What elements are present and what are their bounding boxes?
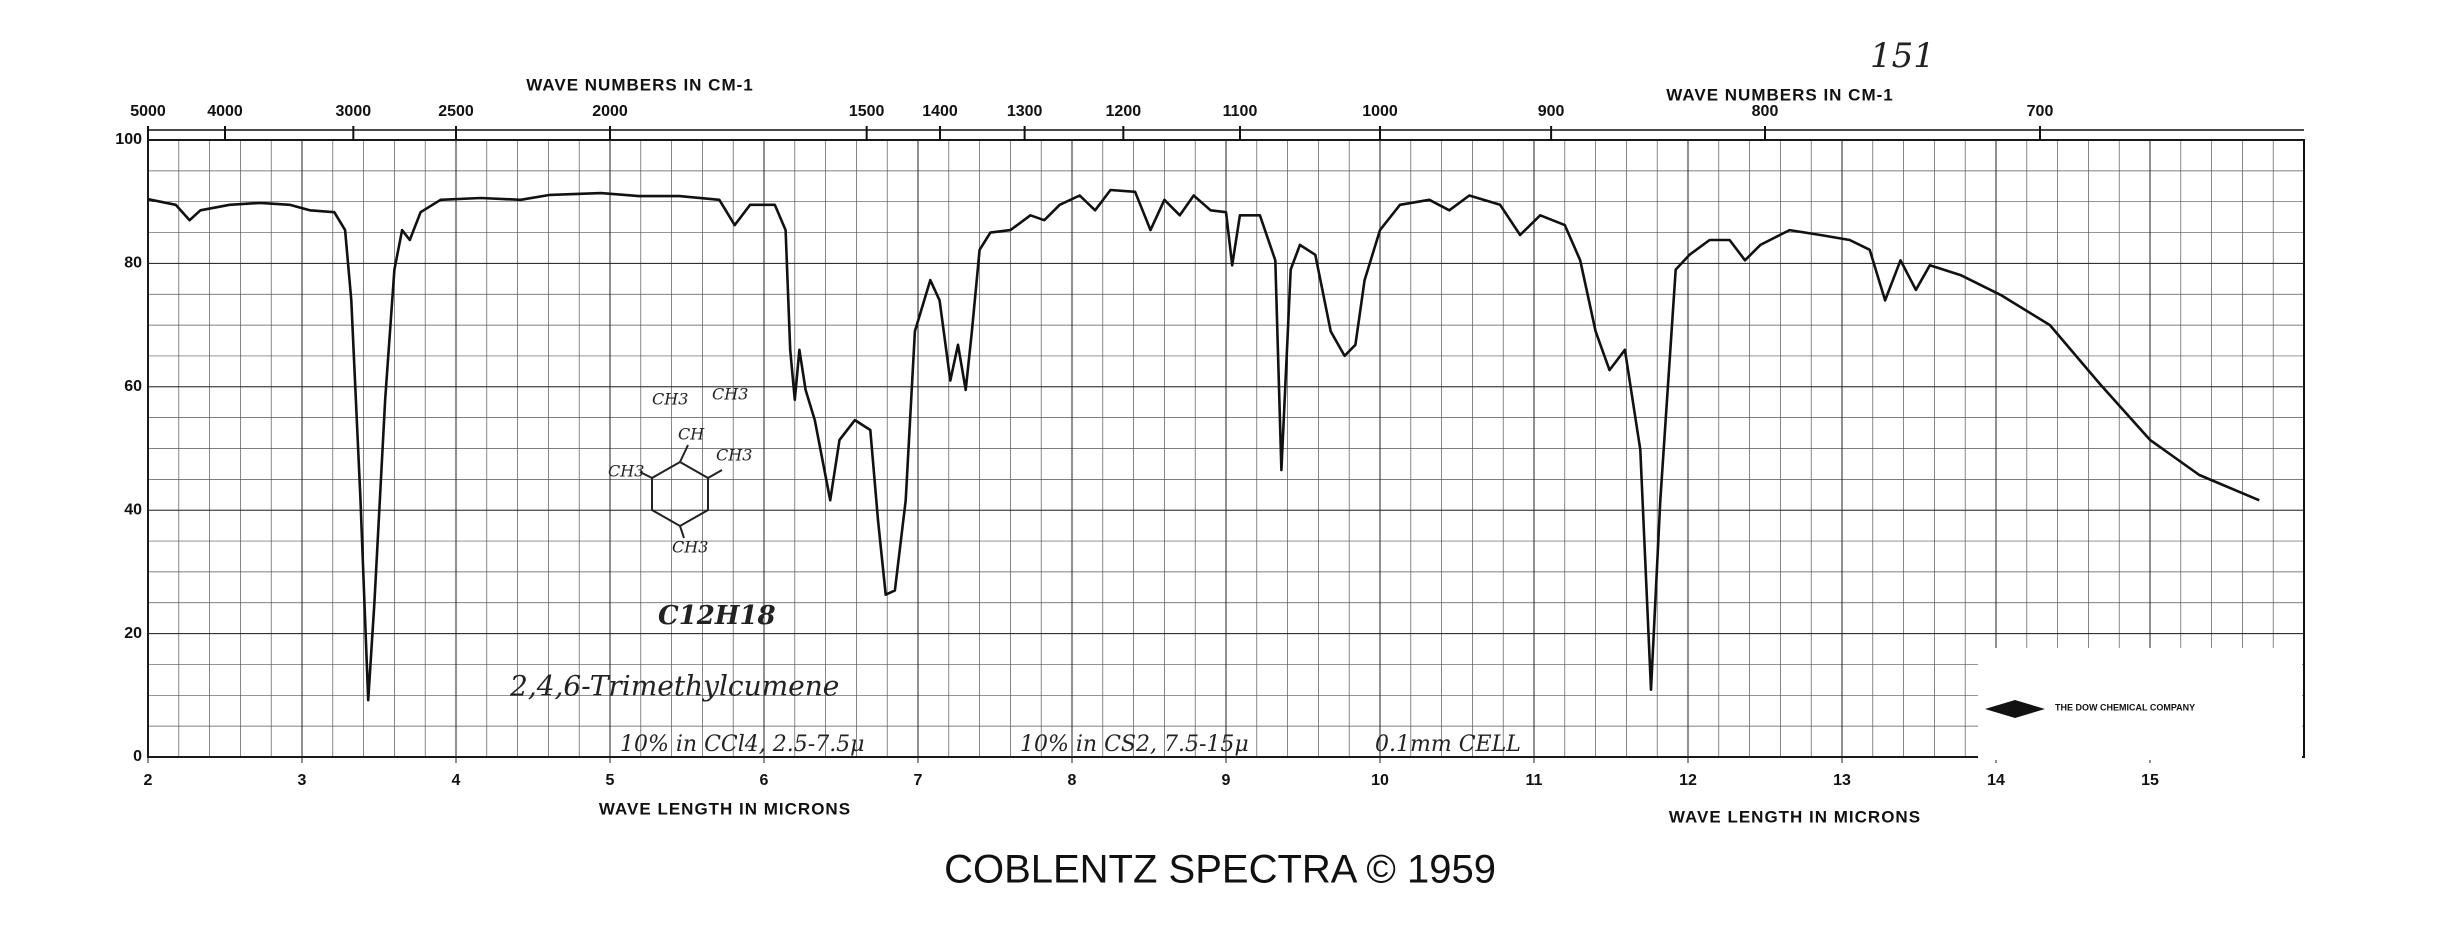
x-tick-label: 5 [606, 772, 615, 789]
x2-tick-label: 4000 [207, 103, 243, 120]
bond [679, 525, 685, 539]
x2-tick-label: 900 [1538, 103, 1565, 120]
logo: THE DOW CHEMICAL COMPANY [1978, 648, 2302, 760]
bond [707, 469, 723, 479]
x2-tick-label: 1500 [849, 103, 885, 120]
x2-tick-label: 2000 [592, 103, 628, 120]
x-tick-label: 8 [1068, 772, 1077, 789]
structure-label: CH3 [652, 390, 688, 409]
y-tick-label: 60 [124, 378, 142, 395]
footer: COBLENTZ SPECTRA © 1959 [944, 848, 1496, 892]
x2-tick-label: 700 [2027, 103, 2054, 120]
x2-tick-label: 5000 [130, 103, 166, 120]
x-tick-label: 2 [144, 772, 153, 789]
spectrum-line [147, 188, 2260, 702]
x-tick-label: 14 [1987, 772, 2005, 789]
logo-box [1978, 648, 2302, 760]
bond [679, 444, 689, 463]
structure-drawing [639, 444, 723, 539]
x2-axis-title: WAVE NUMBERS IN CM-1 [1666, 85, 1893, 104]
y-tick-label: 0 [133, 748, 142, 765]
compound-name: 2,4,6-Trimethylcumene [509, 670, 839, 703]
structure-label: CH [678, 425, 705, 444]
benzene-ring [651, 460, 709, 528]
x-axis-title: WAVE LENGTH IN MICRONS [1669, 807, 1921, 826]
x2-tick-label: 1200 [1106, 103, 1142, 120]
x-tick-label: 3 [298, 772, 307, 789]
structure-label: CH3 [608, 462, 644, 481]
x2-axis-title: WAVE NUMBERS IN CM-1 [526, 75, 753, 94]
x-tick-label: 7 [914, 772, 923, 789]
condition: 10% in CS2, 7.5-15μ [1020, 732, 1249, 757]
axes: 0 20 40 60 80 100 2 3 4 5 6 7 8 9 10 11 12 13 14 15 5000 4000… [115, 75, 2305, 826]
page-number: 151 [1870, 36, 1935, 76]
logo-text: THE DOW CHEMICAL COMPANY [2055, 702, 2195, 712]
x2-tick-label: 3000 [336, 103, 372, 120]
x-tick-label: 4 [452, 772, 461, 789]
x-tick-label: 10 [1371, 772, 1389, 789]
formula: C12H18 [658, 601, 776, 631]
x-tick-label: 11 [1526, 772, 1543, 789]
condition: 0.1mm CELL [1375, 732, 1521, 757]
x2-tick-label: 1400 [922, 103, 958, 120]
x2-tick-label: 1300 [1007, 103, 1043, 120]
x-tick-label: 9 [1222, 772, 1231, 789]
x2-tick-label: 1000 [1362, 103, 1398, 120]
x-tick-label: 15 [2141, 772, 2159, 789]
structure-label: CH3 [716, 446, 752, 465]
structure-label: CH3 [672, 538, 708, 557]
x-tick-label: 13 [1833, 772, 1851, 789]
x2-tick-label: 1100 [1223, 103, 1258, 120]
x-tick-label: 12 [1679, 772, 1697, 789]
x2-tick-label: 2500 [438, 103, 474, 120]
y-tick-label: 40 [124, 501, 142, 518]
x-axis-title: WAVE LENGTH IN MICRONS [599, 799, 851, 818]
x2-tick-label: 800 [1752, 103, 1779, 120]
bond [639, 471, 653, 479]
y-tick-label: 20 [124, 625, 142, 642]
y-tick-label: 100 [115, 131, 142, 148]
y-tick-label: 80 [124, 255, 142, 272]
x-tick-label: 6 [760, 772, 769, 789]
structure-label: CH3 [712, 385, 748, 404]
logo-diamond [1985, 700, 2045, 718]
condition: 10% in CCl4, 2.5-7.5μ [620, 732, 864, 757]
